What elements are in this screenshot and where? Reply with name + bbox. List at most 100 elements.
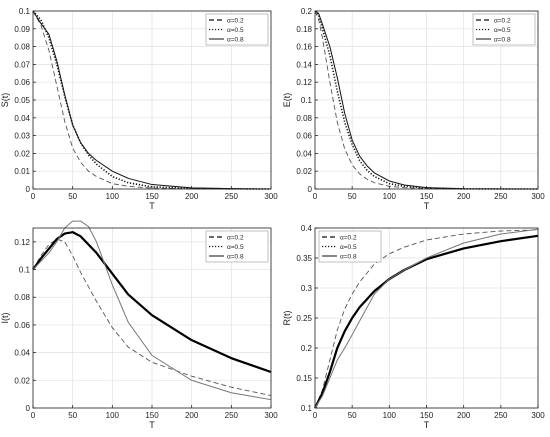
series-line-solid bbox=[314, 228, 539, 409]
y-tick-label: 0.1 bbox=[301, 96, 313, 105]
x-tick-label: 200 bbox=[185, 411, 199, 420]
x-axis-label: T bbox=[424, 420, 430, 430]
x-tick-label: 100 bbox=[106, 411, 120, 420]
x-tick-label: 300 bbox=[264, 411, 278, 420]
legend-box bbox=[472, 13, 536, 46]
x-tick-label: 250 bbox=[494, 192, 508, 201]
series-line-dashed bbox=[314, 229, 539, 409]
y-axis-label: E(t) bbox=[282, 93, 292, 108]
y-tick-label: 0.02 bbox=[14, 149, 30, 158]
x-tick-label: 200 bbox=[457, 411, 471, 420]
y-axis-label: I(t) bbox=[0, 313, 10, 324]
x-tick-label: 150 bbox=[145, 192, 159, 201]
legend-label: α=0.8 bbox=[340, 254, 357, 261]
x-tick-label: 50 bbox=[348, 192, 357, 201]
y-tick-label: 0.35 bbox=[296, 254, 312, 263]
y-tick-label: 0.15 bbox=[296, 374, 312, 383]
series-line-dotted bbox=[314, 234, 539, 409]
x-tick-label: 0 bbox=[313, 411, 318, 420]
series-line-solid bbox=[32, 220, 272, 401]
legend-label: α=0.8 bbox=[227, 37, 244, 44]
legend: α=0.2 α=0.5 α=0.8 bbox=[205, 13, 269, 46]
x-tick-label: 300 bbox=[531, 192, 545, 201]
legend-label: α=0.8 bbox=[227, 254, 244, 261]
y-tick-label: 0.09 bbox=[14, 25, 30, 34]
y-tick-label: 0.05 bbox=[14, 96, 30, 105]
y-tick-label: 0.16 bbox=[296, 43, 312, 52]
series-line-dotted bbox=[314, 10, 538, 190]
x-axis-label: T bbox=[149, 201, 155, 211]
y-tick-label: 0.06 bbox=[14, 78, 30, 87]
y-tick-label: 0.04 bbox=[14, 114, 30, 123]
y-axis-label: S(t) bbox=[0, 93, 10, 108]
legend-label: α=0.2 bbox=[227, 235, 244, 242]
legend-label: α=0.5 bbox=[227, 244, 244, 251]
y-tick-label: 0.2 bbox=[301, 344, 313, 353]
legend-label: α=0.5 bbox=[227, 27, 244, 34]
x-tick-label: 0 bbox=[31, 192, 36, 201]
chart-panel-4: 0 50 100 150 200 250 300 0.1 0.15 0.2 0.25 0.3 0.35 0… bbox=[282, 224, 545, 430]
x-tick-label: 0 bbox=[313, 192, 318, 201]
chart-panel-3: 0 50 100 150 200 250 300 0 0.02 0.04 0.06 0.08 0.1 0.… bbox=[0, 220, 278, 430]
legend: α=0.2 α=0.5 α=0.8 bbox=[205, 230, 269, 263]
x-tick-label: 300 bbox=[264, 192, 278, 201]
y-tick-label: 0 bbox=[26, 185, 31, 194]
y-tick-label: 0.02 bbox=[14, 376, 30, 385]
x-tick-label: 200 bbox=[457, 192, 471, 201]
y-tick-label: 0.1 bbox=[301, 404, 313, 413]
legend: α=0.2 α=0.5 α=0.8 bbox=[318, 230, 382, 263]
y-tick-label: 0 bbox=[308, 185, 313, 194]
x-axis-label: T bbox=[149, 420, 155, 430]
y-tick-label: 0.01 bbox=[14, 167, 30, 176]
x-tick-label: 300 bbox=[531, 411, 545, 420]
series-line-dotted bbox=[32, 231, 272, 374]
legend-label: α=0.5 bbox=[494, 27, 511, 34]
y-tick-label: 0.18 bbox=[296, 25, 312, 34]
y-tick-label: 0.12 bbox=[296, 78, 312, 87]
y-tick-label: 0.08 bbox=[14, 293, 30, 302]
legend-label: α=0.8 bbox=[494, 37, 511, 44]
y-tick-label: 0.12 bbox=[14, 238, 30, 247]
y-tick-label: 0.1 bbox=[19, 266, 31, 275]
y-tick-label: 0.14 bbox=[296, 60, 312, 69]
y-tick-label: 0.3 bbox=[301, 284, 313, 293]
series-line-solid bbox=[314, 10, 539, 190]
x-tick-label: 0 bbox=[31, 411, 36, 420]
chart-panel-2: 0 50 100 150 200 250 300 0 0.02 0.04 0.06 0.08 0.1 0.… bbox=[282, 7, 545, 211]
y-axis-label: R(t) bbox=[282, 311, 292, 326]
x-axis-label: T bbox=[424, 201, 430, 211]
series-line-dotted bbox=[32, 10, 272, 190]
x-tick-label: 250 bbox=[494, 411, 508, 420]
legend-label: α=0.2 bbox=[227, 18, 244, 25]
x-tick-label: 100 bbox=[383, 192, 397, 201]
x-tick-label: 50 bbox=[68, 192, 77, 201]
x-tick-label: 100 bbox=[383, 411, 397, 420]
x-tick-label: 250 bbox=[225, 192, 239, 201]
x-tick-label: 150 bbox=[145, 411, 159, 420]
x-tick-label: 50 bbox=[348, 411, 357, 420]
chart-panel-1: 0 50 100 150 200 250 300 0 0.01 0.02 0.03 0.04 0.05 0… bbox=[0, 7, 278, 211]
x-tick-label: 100 bbox=[106, 192, 120, 201]
y-tick-label: 0 bbox=[26, 404, 31, 413]
y-tick-label: 0.4 bbox=[301, 224, 313, 233]
legend-box bbox=[318, 230, 382, 263]
y-tick-label: 0.07 bbox=[14, 60, 30, 69]
x-tick-label: 150 bbox=[420, 192, 434, 201]
legend-label: α=0.2 bbox=[494, 18, 511, 25]
x-tick-label: 50 bbox=[68, 411, 77, 420]
y-tick-label: 0.25 bbox=[296, 314, 312, 323]
series-line-solid bbox=[32, 10, 272, 190]
legend-box bbox=[205, 13, 269, 46]
legend-label: α=0.5 bbox=[340, 244, 357, 251]
y-tick-label: 0.06 bbox=[296, 132, 312, 141]
y-tick-label: 0.04 bbox=[14, 349, 30, 358]
series-line-dashed bbox=[32, 238, 272, 396]
legend-label: α=0.2 bbox=[340, 235, 357, 242]
legend: α=0.2 α=0.5 α=0.8 bbox=[472, 13, 536, 46]
y-tick-label: 0.1 bbox=[19, 7, 31, 16]
x-tick-label: 250 bbox=[225, 411, 239, 420]
y-tick-label: 0.02 bbox=[296, 167, 312, 176]
y-tick-label: 0.2 bbox=[301, 7, 313, 16]
y-tick-label: 0.04 bbox=[296, 149, 312, 158]
